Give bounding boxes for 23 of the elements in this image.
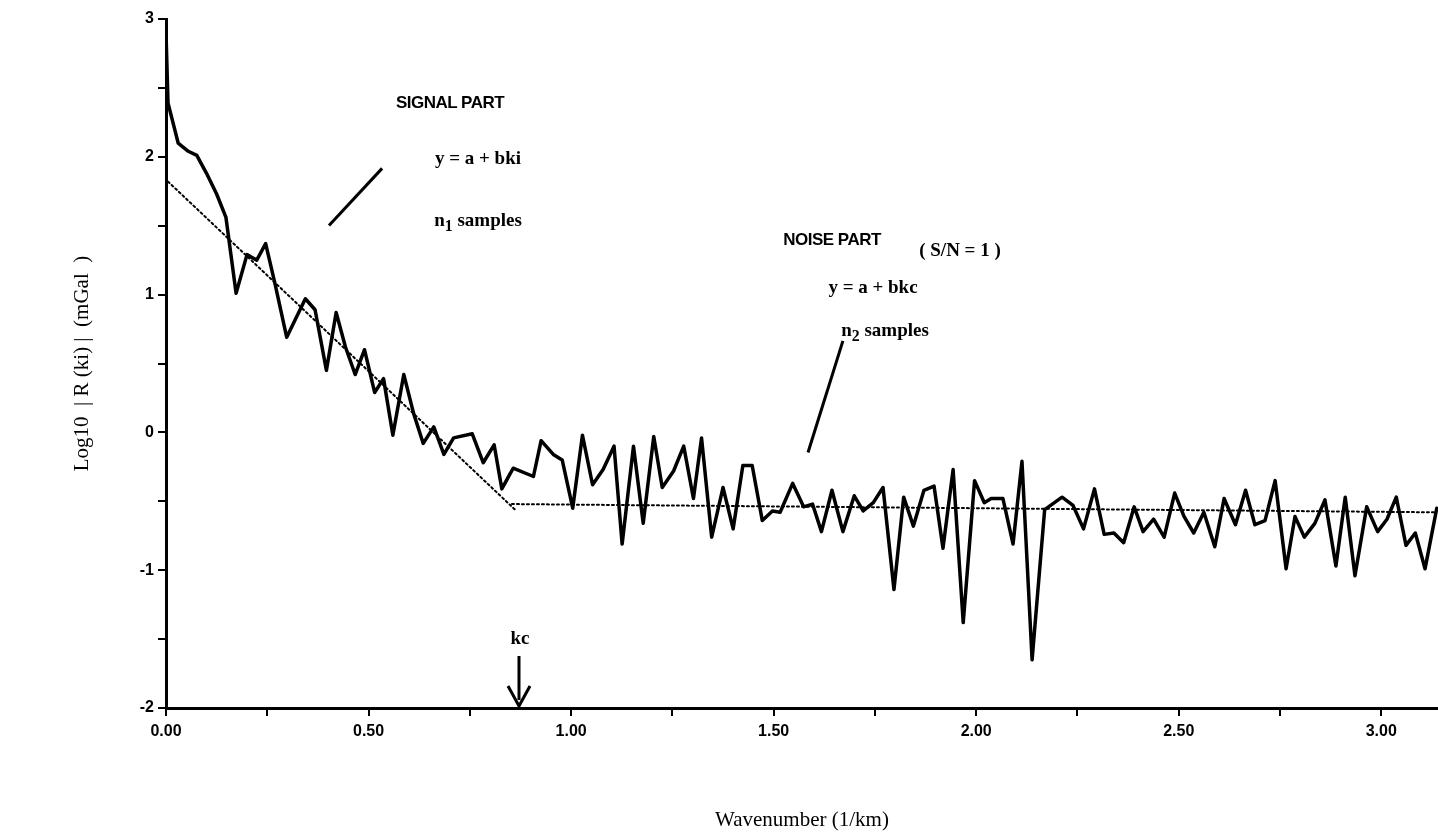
y-tick-label: 1 bbox=[145, 285, 155, 303]
annotation: SIGNAL PART bbox=[395, 93, 505, 113]
annotation: y = a + bkc bbox=[828, 276, 918, 298]
x-tick-label: 2.00 bbox=[960, 722, 992, 740]
y-tick-label: -1 bbox=[139, 560, 155, 578]
annotation: NOISE PART bbox=[783, 230, 881, 250]
annotation: n$_{2}$ samples bbox=[841, 319, 929, 345]
annotation: ( S/N = 1 ) bbox=[919, 239, 1001, 261]
annotation: n$_{1}$ samples bbox=[434, 209, 522, 235]
y-tick-label: -2 bbox=[139, 698, 155, 716]
y-tick-label: 2 bbox=[145, 147, 155, 165]
x-axis-title: Wavenumber (1/km) bbox=[715, 806, 889, 831]
y-tick-label: 0 bbox=[145, 422, 155, 440]
x-tick-label: 0.00 bbox=[150, 722, 182, 740]
x-tick-label: 2.50 bbox=[1163, 722, 1195, 740]
y-axis-title: Log10 | R (ki) | (mGal ) bbox=[69, 255, 94, 472]
x-tick-label: 3.00 bbox=[1365, 722, 1397, 740]
annotation: y = a + bki bbox=[434, 147, 522, 169]
y-tick-label: 3 bbox=[145, 9, 155, 27]
x-tick-label: 1.50 bbox=[758, 722, 790, 740]
x-tick-label: 1.00 bbox=[555, 722, 587, 740]
x-tick-label: 0.50 bbox=[352, 722, 385, 740]
annotation: kc bbox=[510, 627, 530, 649]
